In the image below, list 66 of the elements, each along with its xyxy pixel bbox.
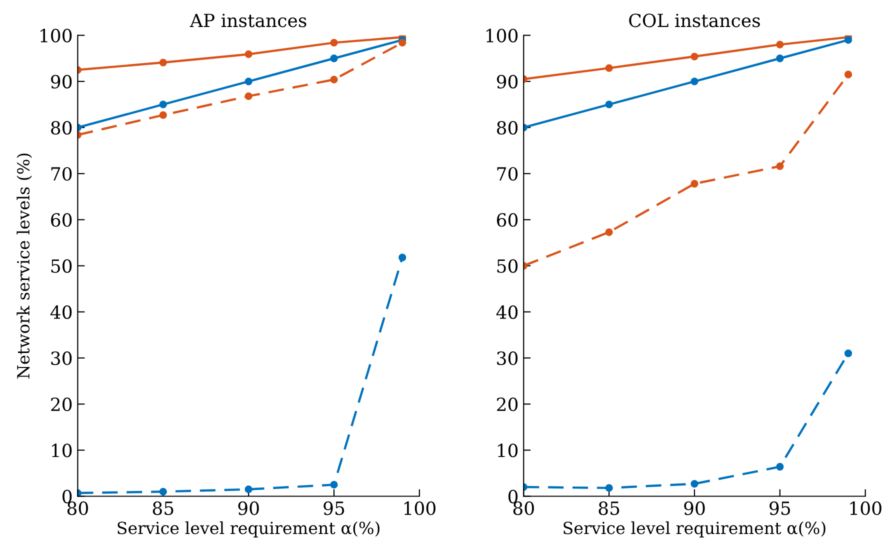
point bbox=[330, 54, 338, 62]
point bbox=[159, 58, 167, 66]
chart-title: COL instances bbox=[629, 14, 760, 28]
point bbox=[776, 54, 784, 62]
point bbox=[244, 78, 252, 86]
point bbox=[690, 78, 698, 86]
x-tick-label: 85 bbox=[152, 501, 174, 516]
x-tick-label: 100 bbox=[404, 501, 436, 516]
point bbox=[605, 228, 613, 236]
point bbox=[690, 480, 698, 488]
y-tick-label: 40 bbox=[496, 305, 518, 319]
y-tick-label: 70 bbox=[51, 167, 72, 181]
point bbox=[844, 350, 852, 358]
point bbox=[159, 100, 167, 108]
y-tick-label: 30 bbox=[51, 351, 72, 366]
point bbox=[330, 480, 338, 489]
x-tick-label: 95 bbox=[324, 501, 344, 516]
y-tick-label: 90 bbox=[51, 74, 72, 89]
y-tick-label: 50 bbox=[51, 259, 72, 273]
x-tick-label: 90 bbox=[684, 501, 705, 516]
y-tick-label: 0 bbox=[508, 490, 518, 504]
point bbox=[844, 36, 852, 44]
point bbox=[690, 180, 698, 188]
x-tick-label: 80 bbox=[513, 501, 534, 516]
y-tick-label: 40 bbox=[50, 305, 72, 319]
y-tick-label: 100 bbox=[486, 28, 518, 42]
y-tick-label: 10 bbox=[52, 444, 72, 458]
x-tick-label: 100 bbox=[850, 501, 882, 516]
y-tick-label: 90 bbox=[496, 74, 518, 89]
y-tick-label: 80 bbox=[496, 120, 518, 135]
point bbox=[605, 64, 613, 72]
y-axis-title: Network service levels (%) bbox=[16, 154, 32, 378]
y-tick-label: 60 bbox=[51, 213, 72, 227]
y-tick-label: 10 bbox=[498, 444, 518, 458]
point bbox=[330, 38, 338, 47]
x-tick-label: 85 bbox=[598, 501, 620, 516]
y-tick-label: 80 bbox=[51, 120, 72, 135]
y-tick-label: 20 bbox=[497, 398, 518, 412]
x-axis-title: Service level requirement α(%) bbox=[564, 521, 826, 538]
y-tick-label: 70 bbox=[497, 167, 518, 181]
point bbox=[330, 76, 338, 84]
y-tick-label: 20 bbox=[51, 398, 72, 412]
point bbox=[605, 484, 613, 492]
point bbox=[776, 162, 784, 170]
point bbox=[244, 486, 252, 494]
x-tick-label: 95 bbox=[770, 501, 790, 516]
x-tick-label: 80 bbox=[67, 501, 88, 516]
chart-title: AP instances bbox=[190, 14, 306, 28]
point bbox=[398, 254, 406, 262]
point bbox=[159, 488, 167, 496]
point bbox=[844, 70, 852, 78]
point bbox=[776, 40, 784, 48]
y-tick-label: 0 bbox=[62, 490, 72, 504]
y-tick-label: 50 bbox=[497, 259, 518, 273]
x-tick-label: 90 bbox=[238, 501, 259, 516]
x-axis-title: Service level requirement α(%) bbox=[118, 521, 380, 538]
point bbox=[244, 92, 252, 100]
point bbox=[690, 52, 698, 60]
y-tick-label: 100 bbox=[40, 28, 72, 42]
point bbox=[398, 38, 406, 47]
point bbox=[159, 111, 167, 119]
y-tick-label: 60 bbox=[496, 213, 518, 227]
point bbox=[605, 100, 613, 108]
point bbox=[244, 50, 252, 58]
point bbox=[776, 462, 784, 471]
y-tick-label: 30 bbox=[497, 351, 518, 366]
